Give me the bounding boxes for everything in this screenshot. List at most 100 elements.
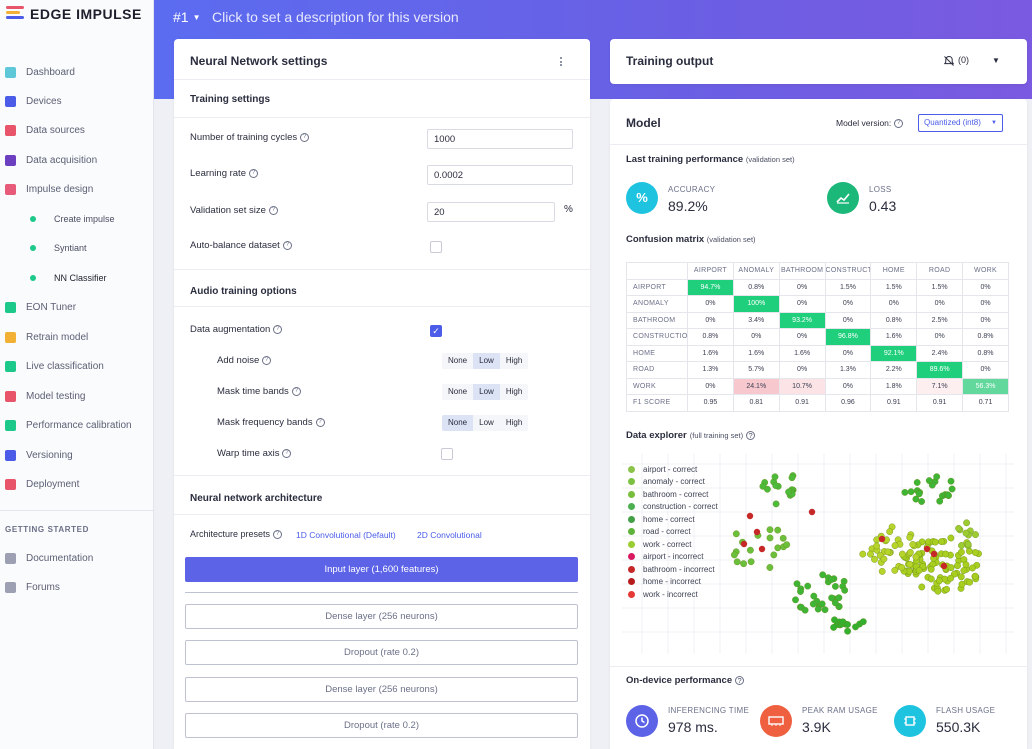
scatter-point[interactable] [947,574,954,582]
scatter-point[interactable] [740,540,748,548]
training-cycles-input[interactable] [427,129,573,149]
scatter-point[interactable] [947,564,955,572]
scatter-point[interactable] [732,530,740,538]
augmentation-checkbox[interactable]: ✓ [430,325,442,337]
scatter-point[interactable] [771,473,779,481]
bell-off-icon[interactable] [943,55,955,67]
help-icon[interactable]: ? [282,241,292,250]
help-icon[interactable]: ? [894,118,904,128]
scatter-point[interactable] [930,550,938,558]
getting-started-item[interactable]: Forums [0,576,154,598]
scatter-point[interactable] [828,594,836,602]
scatter-point[interactable] [906,534,914,541]
sidebar-item[interactable]: Data acquisition [0,149,154,171]
scatter-point[interactable] [960,567,968,574]
scatter-point[interactable] [884,548,892,556]
help-icon[interactable]: ? [746,431,756,440]
sidebar-item[interactable]: Live classification [0,355,154,377]
caret-down-icon[interactable]: ▼ [992,56,1000,65]
scatter-point[interactable] [963,519,970,527]
scatter-point[interactable] [772,500,780,508]
scatter-point[interactable] [962,529,970,537]
scatter-point[interactable] [944,491,952,499]
option-low[interactable]: Low [473,415,500,431]
scatter-point[interactable] [797,588,804,595]
sidebar-item[interactable]: Dashboard [0,61,154,83]
sidebar-item[interactable]: Data sources [0,119,154,141]
scatter-point[interactable] [804,582,812,590]
scatter-point[interactable] [821,606,829,614]
scatter-point[interactable] [886,528,894,536]
scatter-point[interactable] [810,592,818,600]
scatter-point[interactable] [871,555,878,563]
option-none[interactable]: None [442,353,474,369]
scatter-point[interactable] [957,573,965,581]
scatter-point[interactable] [906,560,914,568]
legend-item[interactable]: bathroom - correct [628,488,718,501]
legend-item[interactable]: road - correct [628,526,718,539]
scatter-point[interactable] [852,623,859,631]
model-version-select[interactable]: Quantized (int8) ▼ [918,114,1003,132]
scatter-point[interactable] [912,495,920,503]
scatter-point[interactable] [927,565,935,573]
scatter-point[interactable] [943,585,950,593]
scatter-point[interactable] [940,562,948,570]
scatter-point[interactable] [774,544,782,552]
scatter-point[interactable] [835,594,843,602]
sidebar-item[interactable]: Impulse design [0,178,154,200]
scatter-point[interactable] [898,550,906,558]
help-icon[interactable]: ? [282,449,292,458]
scatter-point[interactable] [933,473,941,481]
sidebar-item[interactable]: Retrain model [0,326,154,348]
scatter-point[interactable] [909,541,917,548]
scatter-point[interactable] [793,580,801,588]
scatter-point[interactable] [915,490,923,498]
sidebar-item[interactable]: Deployment [0,473,154,495]
help-icon[interactable]: ? [262,356,272,365]
data-explorer-scatter[interactable] [622,454,1014,654]
scatter-point[interactable] [969,564,976,572]
scatter-point[interactable] [878,535,886,543]
scatter-point[interactable] [950,570,958,578]
scatter-point[interactable] [831,582,839,590]
kebab-icon[interactable] [560,57,564,66]
scatter-point[interactable] [783,541,791,549]
legend-item[interactable]: anomaly - correct [628,476,718,489]
scatter-point[interactable] [947,477,955,485]
sidebar-item[interactable]: Performance calibration [0,414,154,436]
scatter-point[interactable] [770,551,778,559]
scatter-point[interactable] [844,627,852,635]
scatter-point[interactable] [808,508,816,516]
help-icon[interactable]: ? [273,325,283,334]
scatter-point[interactable] [766,526,774,534]
scatter-point[interactable] [915,567,923,574]
help-icon[interactable]: ? [315,418,325,427]
scatter-point[interactable] [907,488,915,496]
scatter-point[interactable] [923,545,931,553]
scatter-point[interactable] [733,558,741,566]
option-low[interactable]: Low [473,353,500,369]
sidebar-sub-item[interactable]: Syntiant [0,237,154,259]
autobalance-checkbox[interactable] [430,241,442,253]
scatter-point[interactable] [792,596,799,604]
learning-rate-input[interactable] [427,165,573,185]
dropout-layer-button[interactable]: Dropout (rate 0.2) [185,640,578,665]
scatter-point[interactable] [844,621,851,628]
sidebar-sub-item[interactable]: Create impulse [0,208,154,230]
sidebar-item[interactable]: Model testing [0,385,154,407]
scatter-point[interactable] [966,578,973,586]
sidebar-item[interactable]: Versioning [0,444,154,466]
warp-checkbox[interactable] [441,448,453,460]
scatter-point[interactable] [731,551,738,559]
option-none[interactable]: None [442,415,474,431]
scatter-point[interactable] [918,583,926,591]
scatter-point[interactable] [746,512,754,520]
scatter-point[interactable] [759,482,767,490]
scatter-point[interactable] [873,542,881,550]
sidebar-item[interactable]: Devices [0,90,154,112]
legend-item[interactable]: work - incorrect [628,588,718,601]
legend-item[interactable]: home - incorrect [628,576,718,589]
help-icon[interactable]: ? [735,676,745,685]
scatter-point[interactable] [934,587,942,595]
scatter-point[interactable] [942,550,950,558]
